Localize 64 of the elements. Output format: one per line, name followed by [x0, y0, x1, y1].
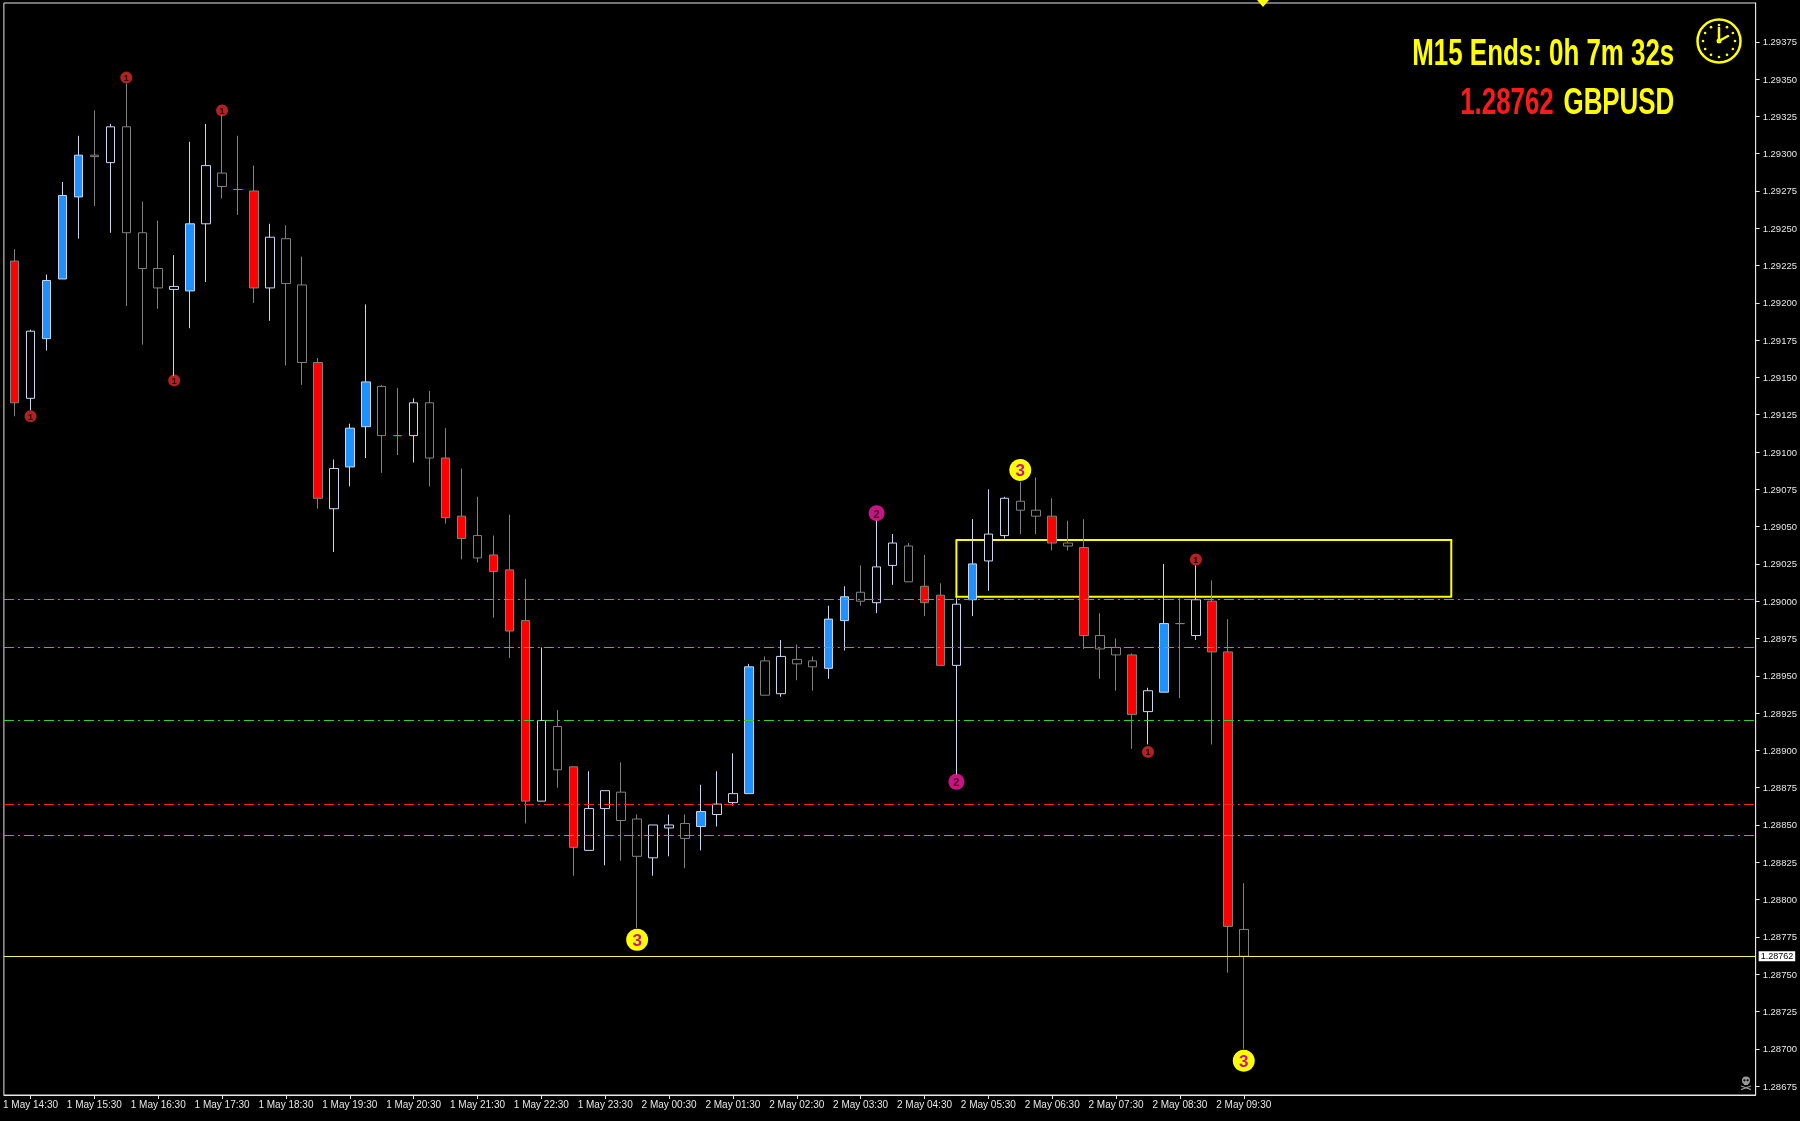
y-tick-label: 1.29075	[1762, 483, 1797, 495]
y-tick-label: 1.29300	[1762, 148, 1797, 160]
annotation: 2	[953, 776, 960, 789]
y-tick-label: 1.29375	[1762, 36, 1797, 48]
annotation: 1	[171, 375, 177, 386]
y-tick-label: 1.29000	[1762, 595, 1797, 607]
annotation: 1.28762	[1460, 81, 1554, 122]
x-tick-label: 2 May 04:30	[896, 1098, 953, 1110]
y-tick-label: 1.28675	[1762, 1080, 1797, 1092]
y-tick-label: 1.28775	[1762, 931, 1797, 943]
y-tick-label: 1.29250	[1762, 222, 1797, 234]
y-tick-label: 1.28925	[1762, 707, 1797, 719]
x-tick-label: 2 May 05:30	[960, 1098, 1017, 1110]
y-tick-label: 1.29225	[1762, 260, 1797, 272]
y-tick-label: 1.28750	[1762, 968, 1797, 980]
text: GBPUSD	[1563, 81, 1674, 122]
x-tick-label: 1 May 15:30	[66, 1098, 123, 1110]
text: M15 Ends: 0h 7m 32s	[1412, 32, 1674, 73]
y-tick-label: 1.28875	[1762, 782, 1797, 794]
annotation: 3	[1015, 460, 1025, 480]
x-tick-label: 2 May 09:30	[1216, 1098, 1272, 1110]
y-tick-label: 1.29175	[1762, 334, 1797, 346]
x-tick-label: 1 May 21:30	[449, 1098, 506, 1110]
x-tick-label: 1 May 18:30	[258, 1098, 314, 1110]
annotation: 3	[1239, 1051, 1249, 1071]
y-tick-label: 1.29150	[1762, 371, 1797, 383]
x-tick-label: 1 May 14:30	[2, 1098, 59, 1110]
x-tick-label: 2 May 00:30	[641, 1098, 698, 1110]
y-tick-label: 1.29100	[1762, 446, 1797, 458]
annotation: 3	[632, 930, 642, 950]
x-tick-label: 2 May 02:30	[769, 1098, 825, 1110]
y-tick-label: 1.29025	[1762, 558, 1797, 570]
x-tick-label: 1 May 22:30	[513, 1098, 570, 1110]
y-tick-label: 1.29275	[1762, 185, 1797, 197]
x-tick-label: 1 May 20:30	[386, 1098, 442, 1110]
x-tick-label: 2 May 01:30	[705, 1098, 761, 1110]
y-tick-label: 1.28725	[1762, 1005, 1797, 1017]
x-tick-label: 2 May 07:30	[1088, 1098, 1144, 1110]
y-tick-label: 1.29350	[1762, 73, 1797, 85]
y-tick-label: 1.28700	[1762, 1043, 1797, 1055]
x-tick-label: 2 May 08:30	[1152, 1098, 1208, 1110]
annotation: 1	[1145, 747, 1151, 758]
ref-line-label: 1.28762	[1760, 951, 1794, 962]
y-tick-label: 1.29050	[1762, 521, 1797, 533]
annotation: 1	[219, 105, 225, 116]
y-tick-label: 1.28975	[1762, 633, 1797, 645]
annotation: 1	[28, 411, 34, 422]
annotation: 2	[873, 507, 880, 520]
x-tick-label: 1 May 16:30	[130, 1098, 187, 1110]
x-tick-label: 2 May 03:30	[833, 1098, 889, 1110]
x-tick-label: 2 May 06:30	[1024, 1098, 1081, 1110]
x-tick-label: 1 May 19:30	[322, 1098, 378, 1110]
annotation: 1	[123, 73, 129, 84]
x-tick-label: 1 May 17:30	[194, 1098, 251, 1110]
y-tick-label: 1.28900	[1762, 744, 1797, 756]
annotation: 1	[1193, 554, 1199, 565]
y-tick-label: 1.29125	[1762, 409, 1797, 421]
y-tick-label: 1.29200	[1762, 297, 1797, 309]
y-tick-label: 1.28800	[1762, 894, 1797, 906]
y-tick-label: 1.28950	[1762, 670, 1797, 682]
x-tick-label: 1 May 23:30	[577, 1098, 634, 1110]
y-tick-label: 1.28850	[1762, 819, 1797, 831]
y-tick-label: 1.28825	[1762, 856, 1797, 868]
y-tick-label: 1.29325	[1762, 110, 1797, 122]
